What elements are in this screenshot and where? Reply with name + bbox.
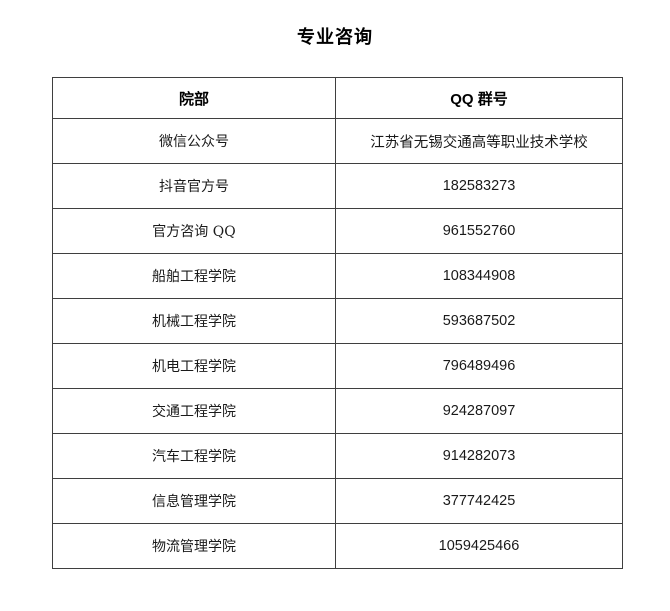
dept-cell: 信息管理学院	[52, 478, 336, 524]
table-row: 信息管理学院 377742425	[52, 478, 623, 524]
table-row: 机械工程学院 593687502	[52, 298, 623, 344]
qq-cell: 914282073	[335, 433, 623, 479]
column-header-dept: 院部	[52, 77, 336, 119]
table-row: 汽车工程学院 914282073	[52, 433, 623, 479]
table-header: 院部 QQ 群号	[52, 77, 623, 119]
dept-cell: 物流管理学院	[52, 523, 336, 569]
page-title: 专业咨询	[297, 27, 373, 47]
dept-cell: 船舶工程学院	[52, 253, 336, 299]
table-row: 船舶工程学院 108344908	[52, 253, 623, 299]
table-row: 物流管理学院 1059425466	[52, 523, 623, 569]
qq-cell: 593687502	[335, 298, 623, 344]
column-header-qq: QQ 群号	[335, 77, 623, 119]
table-row: 交通工程学院 924287097	[52, 388, 623, 434]
qq-cell: 108344908	[335, 253, 623, 299]
dept-cell: 微信公众号	[52, 118, 336, 164]
table-row: 官方咨询 QQ 961552760	[52, 208, 623, 254]
dept-cell: 机电工程学院	[52, 343, 336, 389]
table-row: 机电工程学院 796489496	[52, 343, 623, 389]
header-row: 院部 QQ 群号	[52, 77, 623, 119]
dept-cell: 交通工程学院	[52, 388, 336, 434]
dept-cell: 汽车工程学院	[52, 433, 336, 479]
qq-cell: 961552760	[335, 208, 623, 254]
consultation-table: 院部 QQ 群号 微信公众号 江苏省无锡交通高等职业技术学校 抖音官方号 182583…	[52, 77, 623, 569]
qq-cell: 377742425	[335, 478, 623, 524]
dept-cell: 机械工程学院	[52, 298, 336, 344]
qq-cell: 182583273	[335, 163, 623, 209]
qq-cell: 796489496	[335, 343, 623, 389]
qq-cell: 江苏省无锡交通高等职业技术学校	[335, 118, 623, 164]
table-row: 微信公众号 江苏省无锡交通高等职业技术学校	[52, 118, 623, 164]
dept-cell: 抖音官方号	[52, 163, 336, 209]
qq-cell: 924287097	[335, 388, 623, 434]
qq-cell: 1059425466	[335, 523, 623, 569]
table-body: 微信公众号 江苏省无锡交通高等职业技术学校 抖音官方号 182583273 官方咨询 Q…	[52, 118, 623, 569]
table-row: 抖音官方号 182583273	[52, 163, 623, 209]
dept-cell: 官方咨询 QQ	[52, 208, 336, 254]
